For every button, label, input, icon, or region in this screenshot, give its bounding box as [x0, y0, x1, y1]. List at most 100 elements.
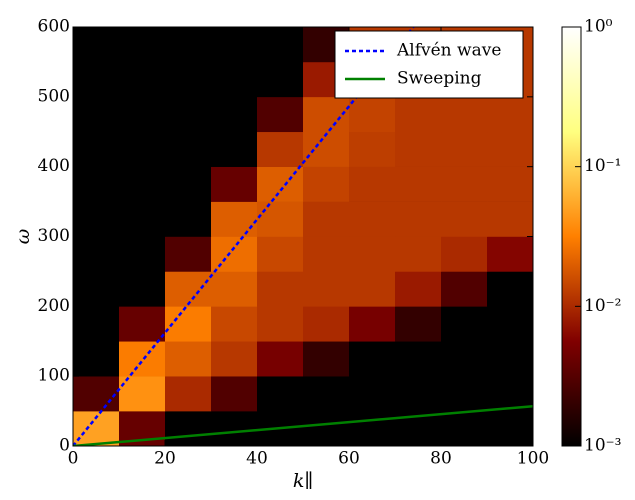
- y-tick-label: 500: [38, 86, 70, 106]
- heat-cell: [211, 131, 258, 167]
- heat-cell: [165, 61, 212, 98]
- heat-cell: [441, 96, 488, 133]
- heat-cell: [487, 341, 534, 377]
- heat-cell: [211, 376, 258, 412]
- heat-cell: [349, 341, 396, 377]
- heat-cell: [119, 131, 166, 167]
- heat-cell: [395, 236, 442, 272]
- colorbar: [561, 26, 582, 447]
- heat-cell: [303, 411, 350, 447]
- heat-cell: [73, 236, 120, 272]
- legend-label: Sweeping: [397, 69, 482, 89]
- heat-cell: [119, 236, 166, 272]
- heat-cell: [349, 166, 396, 202]
- heat-cell: [441, 341, 488, 377]
- heat-cell: [257, 341, 304, 377]
- heat-cell: [395, 96, 442, 133]
- x-axis-label: k∥: [293, 470, 313, 492]
- heat-cell: [303, 341, 350, 377]
- heat-cell: [303, 131, 350, 167]
- heat-cell: [441, 376, 488, 412]
- heat-cell: [119, 27, 166, 63]
- heat-cell: [487, 306, 534, 342]
- heat-cell: [487, 201, 534, 237]
- legend-label: Alfvén wave: [396, 41, 501, 61]
- heat-cell: [441, 271, 488, 307]
- x-tick-label: 0: [68, 449, 79, 469]
- heat-cell: [211, 96, 258, 133]
- heat-cell: [73, 96, 120, 133]
- colorbar-tick-label: 10⁰: [584, 17, 613, 37]
- legend-frame: [334, 30, 524, 99]
- heat-cell: [211, 61, 258, 98]
- x-tick-label: 100: [517, 449, 549, 469]
- heat-cell: [73, 341, 120, 377]
- heat-cell: [165, 341, 212, 377]
- y-tick-label: 300: [38, 226, 70, 246]
- y-tick-label: 200: [38, 296, 70, 316]
- heat-cell: [395, 131, 442, 167]
- heat-cell: [165, 131, 212, 167]
- heat-cell: [487, 96, 534, 133]
- heat-cell: [73, 376, 120, 412]
- heat-cell: [119, 306, 166, 342]
- heat-cell: [211, 341, 258, 377]
- y-tick-label: 0: [59, 436, 70, 456]
- heat-cell: [119, 96, 166, 133]
- colorbar-tick-label: 10⁻³: [584, 436, 621, 456]
- heat-cell: [257, 96, 304, 133]
- heat-cell: [211, 271, 258, 307]
- heat-cell: [303, 236, 350, 272]
- heat-cell: [303, 271, 350, 307]
- y-tick-label: 100: [38, 366, 70, 386]
- heat-cell: [349, 201, 396, 237]
- heat-cell: [395, 166, 442, 202]
- heat-cell: [441, 166, 488, 202]
- heat-cell: [165, 411, 212, 447]
- heat-cell: [257, 131, 304, 167]
- heat-cell: [119, 341, 166, 377]
- heat-cell: [165, 201, 212, 237]
- heat-cell: [211, 166, 258, 202]
- heat-cell: [211, 411, 258, 447]
- heat-cell: [441, 131, 488, 167]
- heat-cell: [119, 61, 166, 98]
- heat-cell: [119, 271, 166, 307]
- heat-cell: [73, 306, 120, 342]
- heat-cell: [395, 271, 442, 307]
- heat-cell: [257, 201, 304, 237]
- x-tick-label: 60: [338, 449, 360, 469]
- heat-cell: [73, 131, 120, 167]
- colorbar-tick-label: 10⁻²: [584, 296, 621, 316]
- x-tick-label: 80: [430, 449, 452, 469]
- heat-cell: [441, 411, 488, 447]
- heat-cell: [257, 271, 304, 307]
- heat-cell: [257, 27, 304, 63]
- heat-cell: [441, 306, 488, 342]
- heat-cell: [73, 271, 120, 307]
- heat-cell: [349, 131, 396, 167]
- heat-cell: [257, 61, 304, 98]
- heat-cell: [349, 411, 396, 447]
- heat-cell: [487, 376, 534, 412]
- heat-cell: [349, 236, 396, 272]
- heat-cell: [119, 201, 166, 237]
- heat-cell: [165, 236, 212, 272]
- heat-cell: [257, 376, 304, 412]
- heat-cell: [165, 96, 212, 133]
- heat-cell: [441, 201, 488, 237]
- heat-cell: [211, 201, 258, 237]
- heat-cell: [395, 341, 442, 377]
- heat-cell: [395, 201, 442, 237]
- y-tick-label: 600: [38, 17, 70, 37]
- heat-cell: [73, 61, 120, 98]
- x-tick-label: 20: [154, 449, 176, 469]
- x-tick-label: 40: [246, 449, 268, 469]
- colorbar-tick-label: 10⁻¹: [584, 156, 621, 176]
- heat-cell: [395, 306, 442, 342]
- heat-cell: [73, 166, 120, 202]
- heat-cell: [73, 27, 120, 63]
- heat-cell: [303, 306, 350, 342]
- heat-cell: [165, 166, 212, 202]
- heat-cell: [349, 271, 396, 307]
